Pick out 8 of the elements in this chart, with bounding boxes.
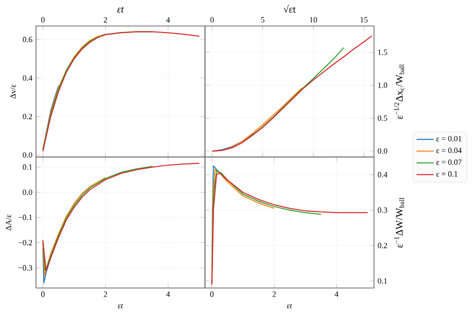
line-series — [42, 31, 200, 152]
line-series — [42, 162, 200, 271]
x-axis-title: √εt — [284, 4, 296, 13]
line-series — [42, 166, 153, 271]
x-axis-title: εt — [117, 6, 124, 13]
line-series — [42, 177, 106, 276]
y-axis-title: ε$^{−1}$ΔW/W$_{ball}$ — [394, 198, 404, 248]
y-axis-title: ε$^{−1/2}$Δx$_{c}$/W$_{ball}$ — [394, 64, 404, 119]
